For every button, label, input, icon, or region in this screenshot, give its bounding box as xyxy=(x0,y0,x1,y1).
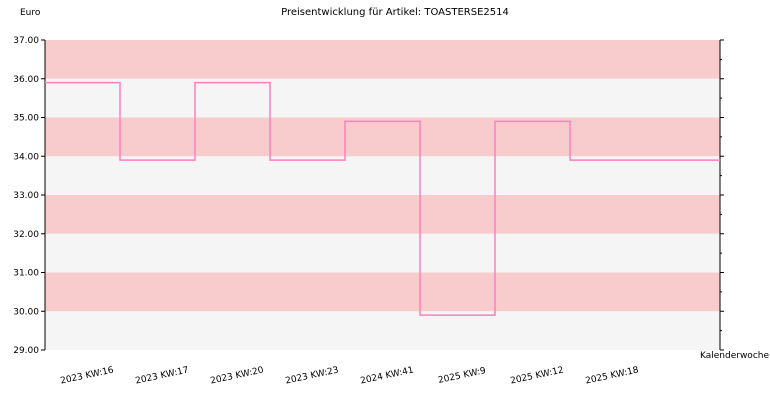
y-axis-label: Euro xyxy=(20,8,41,18)
y-tick-label: 35.00 xyxy=(13,114,39,124)
x-tick-label: 2023 KW:16 xyxy=(60,365,115,386)
y-tick-label: 29.00 xyxy=(13,346,39,356)
grid-band xyxy=(45,117,720,157)
x-axis-label: Kalenderwoche xyxy=(700,351,769,361)
series-line xyxy=(45,81,720,316)
x-tick-label: 2025 KW:9 xyxy=(437,366,487,386)
grid-band xyxy=(45,272,720,312)
y-ticks: 29.00 30.00 31.00 32.00 33.00 34.00 35.00 36.00… xyxy=(13,36,724,356)
y-tick-label: 33.00 xyxy=(13,191,39,201)
x-tick-label: 2025 KW:18 xyxy=(585,365,640,386)
grid-band xyxy=(45,311,720,350)
x-tick-label: 2023 KW:23 xyxy=(285,366,340,387)
y-tick-label: 34.00 xyxy=(13,152,39,162)
x-tick-label: 2023 KW:20 xyxy=(210,365,265,386)
grid-band xyxy=(45,233,720,273)
background-bands xyxy=(45,40,720,350)
grid-band xyxy=(45,40,720,79)
x-ticks: 2023 KW:16 2023 KW:17 2023 KW:20 2023 KW:23… xyxy=(60,365,640,386)
x-tick-label: 2023 KW:17 xyxy=(135,366,190,387)
price-series xyxy=(45,81,720,316)
grid-band xyxy=(45,195,720,234)
y-tick-label: 30.00 xyxy=(13,307,39,317)
chart-title: Preisentwicklung für Artikel: TOASTERSE2… xyxy=(281,7,509,18)
x-tick-label: 2024 KW:41 xyxy=(360,366,415,387)
grid-band xyxy=(45,156,720,195)
y-tick-label: 37.00 xyxy=(13,36,39,46)
y-tick-label: 32.00 xyxy=(13,230,39,240)
x-tick-label: 2025 KW:12 xyxy=(510,366,565,387)
y-tick-label: 31.00 xyxy=(13,269,39,279)
y-tick-label: 36.00 xyxy=(13,75,39,85)
grid-band xyxy=(45,78,720,118)
